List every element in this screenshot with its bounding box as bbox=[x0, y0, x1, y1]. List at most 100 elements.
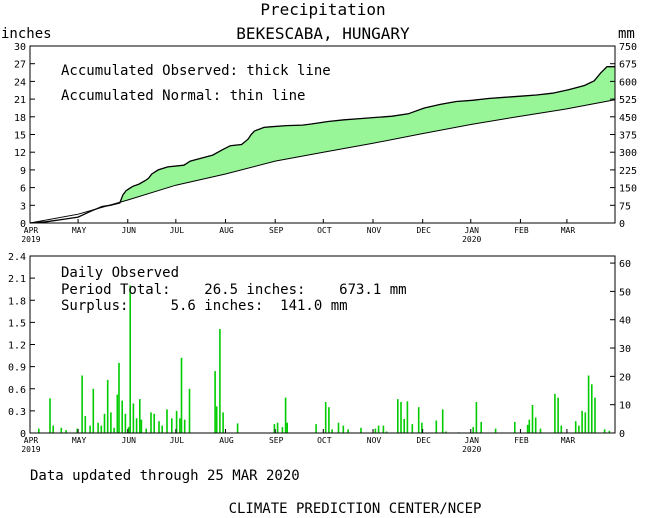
daily-bar bbox=[97, 422, 99, 433]
daily-bar bbox=[531, 405, 534, 433]
y-tick-label: 0.6 bbox=[8, 385, 26, 396]
y2-tick-label: 300 bbox=[619, 148, 637, 159]
daily-bar bbox=[594, 397, 596, 433]
x-tick-label: NOV bbox=[367, 436, 382, 445]
year-label: 2020 bbox=[462, 445, 481, 454]
daily-bar bbox=[528, 419, 531, 433]
y2-tick-label: 20 bbox=[619, 372, 631, 383]
daily-bar bbox=[166, 409, 168, 433]
daily-bar bbox=[554, 393, 556, 433]
x-tick-label: AUG bbox=[219, 226, 234, 235]
daily-bar bbox=[52, 425, 54, 433]
daily-bar bbox=[113, 427, 115, 433]
daily-bar bbox=[188, 388, 191, 434]
daily-bar bbox=[118, 362, 120, 433]
x-tick-label: FEB bbox=[514, 226, 529, 235]
y2-tick-label: 525 bbox=[619, 95, 637, 106]
daily-bar bbox=[153, 413, 155, 433]
daily-bar bbox=[76, 428, 79, 433]
y2-tick-label: 375 bbox=[619, 131, 637, 142]
normal-legend: Accumulated Normal: thin line bbox=[61, 88, 305, 104]
daily-bar bbox=[337, 422, 340, 433]
y-tick-label: 18 bbox=[14, 113, 26, 124]
daily-bar bbox=[219, 329, 221, 433]
daily-bar bbox=[578, 425, 580, 433]
daily-bar bbox=[236, 423, 239, 433]
daily-bar bbox=[374, 428, 377, 433]
daily-bar bbox=[158, 421, 160, 433]
daily-bar bbox=[315, 424, 317, 433]
daily-bar bbox=[145, 428, 147, 433]
daily-panel: 0 0.3 0.6 0.9 1.2 1.5 1.8 2.1 2.4 0 10 20 30 40 50 60 AP… bbox=[8, 252, 631, 454]
y-tick-label: 27 bbox=[14, 60, 26, 71]
x-tick-label: SEP bbox=[269, 436, 284, 445]
observed-line bbox=[29, 66, 615, 224]
y2-tick-label: 0 bbox=[619, 429, 625, 440]
y-tick-label: 1.8 bbox=[8, 296, 26, 307]
x-tick-label: JAN bbox=[465, 436, 480, 445]
x-tick-label: APR bbox=[24, 226, 39, 235]
daily-bar bbox=[222, 412, 224, 434]
daily-bar bbox=[591, 384, 593, 433]
daily-bar bbox=[342, 425, 345, 433]
y2-tick-label: 50 bbox=[619, 287, 631, 298]
x-tick-label: MAR bbox=[561, 226, 576, 235]
normal-line bbox=[29, 99, 616, 224]
y-tick-label: 21 bbox=[14, 95, 26, 106]
daily-bar bbox=[179, 418, 181, 434]
daily-bar bbox=[406, 401, 409, 433]
daily-bar bbox=[385, 431, 388, 433]
x-tick-label: APR bbox=[24, 436, 39, 445]
daily-bar bbox=[106, 379, 109, 433]
daily-bar bbox=[60, 427, 63, 433]
daily-bar bbox=[400, 402, 402, 433]
surplus-area bbox=[30, 66, 615, 223]
daily-bar bbox=[417, 407, 420, 433]
daily-bar bbox=[435, 420, 438, 433]
daily-bar bbox=[110, 412, 112, 434]
x-tick-label: JUN bbox=[122, 226, 137, 235]
y2-tick-label: 10 bbox=[619, 401, 631, 412]
daily-title: Daily Observed bbox=[61, 265, 179, 281]
daily-bar bbox=[534, 417, 537, 433]
y2-tick-label: 225 bbox=[619, 166, 637, 177]
x-tick-label: MAY bbox=[72, 436, 87, 445]
daily-bar bbox=[135, 418, 138, 434]
daily-bar bbox=[514, 421, 516, 433]
y-tick-label: 12 bbox=[14, 148, 26, 159]
daily-bar bbox=[347, 429, 349, 433]
daily-bar bbox=[161, 425, 163, 433]
daily-bar bbox=[560, 425, 563, 433]
chart-title: Precipitation bbox=[260, 0, 385, 19]
y2-tick-label: 150 bbox=[619, 184, 637, 195]
y-tick-label: 30 bbox=[14, 42, 26, 53]
daily-bar bbox=[494, 428, 497, 433]
daily-bar bbox=[215, 406, 218, 433]
daily-bar bbox=[382, 425, 385, 433]
daily-bar bbox=[324, 402, 327, 433]
daily-bar bbox=[103, 413, 106, 433]
accumulated-panel: 0369121518212427300751502253003754505256… bbox=[14, 42, 637, 244]
daily-bar bbox=[574, 421, 577, 433]
chart-subtitle: BEKESCABA, HUNGARY bbox=[236, 24, 410, 43]
daily-bar bbox=[92, 388, 95, 434]
daily-bar bbox=[81, 375, 83, 433]
daily-bar bbox=[124, 413, 127, 433]
y-tick-label: 6 bbox=[20, 184, 26, 195]
daily-bar bbox=[84, 416, 87, 433]
daily-bar bbox=[331, 429, 333, 433]
daily-bar bbox=[89, 425, 91, 433]
x-tick-label: AUG bbox=[219, 436, 234, 445]
y2-tick-label: 60 bbox=[619, 259, 631, 270]
x-tick-label: MAR bbox=[561, 436, 576, 445]
y-tick-label: 3 bbox=[20, 201, 26, 212]
daily-bar bbox=[273, 424, 276, 433]
x-tick-label: JAN bbox=[465, 226, 480, 235]
daily-bar bbox=[445, 431, 447, 433]
y2-tick-label: 30 bbox=[619, 344, 631, 355]
y-tick-label: 0 bbox=[20, 219, 26, 230]
x-tick-label: JUL bbox=[170, 226, 185, 235]
daily-bar bbox=[587, 375, 590, 433]
daily-bar bbox=[281, 427, 284, 433]
daily-bar bbox=[397, 399, 399, 433]
